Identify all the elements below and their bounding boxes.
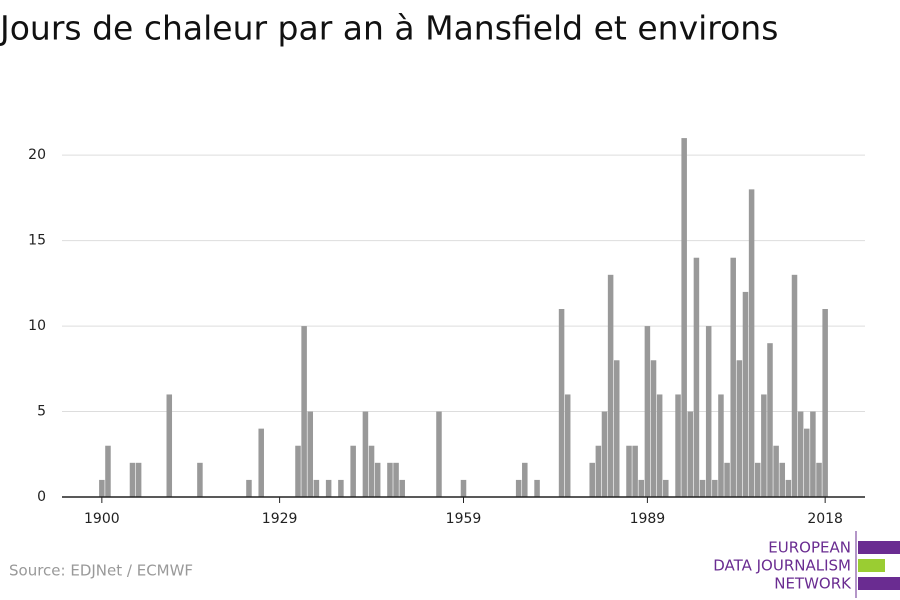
bar	[387, 462, 393, 497]
bar	[613, 360, 620, 497]
bar	[301, 326, 307, 497]
bar	[307, 411, 314, 497]
bar	[460, 479, 467, 497]
bar	[436, 411, 442, 497]
y-tick-label: 10	[28, 318, 46, 334]
logo-bar	[858, 577, 900, 590]
y-tick-label: 5	[37, 404, 46, 420]
bar	[258, 428, 264, 497]
bar	[785, 479, 792, 497]
bar	[742, 291, 749, 497]
bar	[644, 326, 651, 497]
bar	[338, 479, 344, 497]
bar	[816, 462, 822, 497]
bar	[736, 360, 743, 497]
logo-text: DATA JOURNALISM	[713, 557, 851, 575]
bar	[393, 462, 399, 497]
bar	[589, 462, 595, 497]
bar	[773, 445, 779, 497]
bar	[313, 479, 320, 497]
bar	[730, 257, 736, 497]
bar	[797, 411, 804, 497]
bar	[754, 462, 761, 497]
bar	[656, 394, 663, 497]
x-tick-label: 1989	[630, 511, 666, 527]
x-tick-label: 2018	[807, 511, 843, 527]
bar	[632, 445, 638, 497]
bar	[650, 360, 657, 497]
bar	[748, 189, 755, 497]
bar	[105, 445, 111, 497]
bar	[564, 394, 571, 497]
bar	[350, 445, 356, 497]
bar	[638, 479, 645, 497]
bar	[522, 462, 528, 497]
bar	[791, 274, 798, 497]
bar	[675, 394, 681, 497]
bar	[197, 462, 203, 497]
logo-bar	[858, 541, 900, 554]
bar	[779, 462, 786, 497]
bar	[515, 479, 522, 497]
bar	[374, 462, 381, 497]
bar	[804, 428, 810, 497]
bar	[558, 309, 565, 497]
bar	[99, 479, 105, 497]
x-tick-label: 1959	[446, 511, 482, 527]
logo-bar	[858, 559, 885, 572]
y-tick-label: 20	[28, 147, 46, 163]
bar	[129, 462, 136, 497]
bar	[607, 274, 614, 497]
bar	[663, 479, 669, 497]
bar	[362, 411, 369, 497]
bar	[767, 343, 773, 497]
bar	[595, 445, 602, 497]
bar	[534, 479, 540, 497]
logo-text: NETWORK	[774, 575, 852, 593]
bar	[693, 257, 700, 497]
bar	[295, 445, 301, 497]
source: Source: EDJNet / ECMWF	[9, 562, 193, 580]
bar	[368, 445, 375, 497]
bar	[718, 394, 724, 497]
bar	[699, 479, 706, 497]
y-tick-label: 0	[37, 489, 46, 505]
x-tick-label: 1900	[84, 511, 120, 527]
bar	[712, 479, 718, 497]
x-tick-label: 1929	[262, 511, 298, 527]
y-tick-label: 15	[28, 233, 46, 249]
bar	[810, 411, 816, 497]
logo-text: EUROPEAN	[768, 539, 851, 557]
bar	[681, 138, 687, 497]
bar	[325, 479, 332, 497]
bar	[687, 411, 694, 497]
bar	[822, 309, 828, 497]
bar	[246, 479, 252, 497]
chart-title: Jours de chaleur par an à Mansfield et e…	[0, 9, 778, 48]
bar	[761, 394, 767, 497]
bar	[601, 411, 608, 497]
bar	[626, 445, 632, 497]
bar	[166, 394, 173, 497]
bar	[399, 479, 405, 497]
bar	[705, 326, 712, 497]
bar	[135, 462, 142, 497]
bar	[724, 462, 730, 497]
